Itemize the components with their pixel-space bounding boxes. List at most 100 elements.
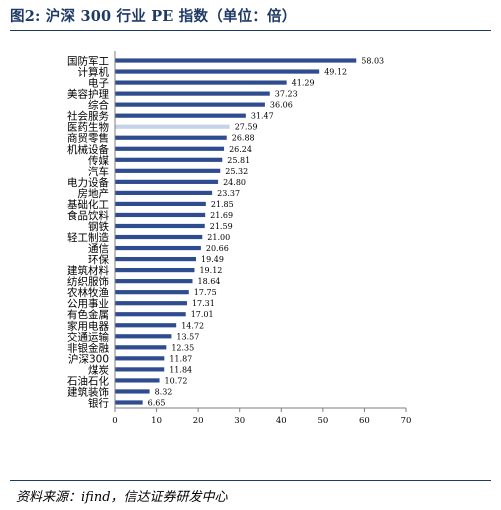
bar [115,135,227,140]
title-rule [10,30,491,31]
category-label: 建筑装饰 [67,385,109,398]
bar [115,389,150,394]
x-tick-label: 10 [151,416,162,426]
category-label: 石油石化 [67,374,109,387]
bar [115,245,201,251]
value-label: 49.12 [324,68,347,77]
bar [115,400,143,405]
x-tick-label: 30 [234,416,245,426]
bar [115,345,167,350]
value-label: 26.24 [229,145,252,154]
x-tick-label: 50 [317,416,328,426]
bar [115,168,221,173]
bar [115,356,165,361]
value-label: 20.66 [206,244,229,253]
bar [115,113,246,118]
bar [115,80,287,85]
value-label: 18.64 [197,277,220,286]
category-label: 医药生物 [67,121,109,134]
bar [115,334,172,339]
bar [115,124,230,129]
category-label: 交通运输 [67,330,109,343]
value-label: 17.31 [192,299,215,308]
value-label: 21.69 [210,211,233,220]
value-label: 37.23 [275,90,298,99]
category-label: 商贸零售 [67,132,109,145]
category-label: 环保 [88,253,109,266]
bar-chart: 国防军工 58.03 计算机 49.12 电子 41.29 美容护理 37.23 综合 36.06… [67,51,412,426]
category-label: 电力设备 [67,176,109,189]
value-label: 17.01 [191,310,214,319]
x-tick-label: 40 [276,416,287,426]
bar [115,323,177,328]
value-label: 6.65 [148,398,166,407]
value-label: 19.49 [201,255,224,264]
bar [115,290,189,295]
source-rule [10,480,491,481]
bar [115,279,193,284]
bar [115,256,197,262]
value-label: 8.32 [155,387,173,396]
category-label: 国防军工 [67,55,109,68]
bar [115,268,195,273]
bar [115,301,187,306]
category-label: 钢铁 [88,220,109,233]
bar [115,212,206,218]
value-label: 25.32 [225,167,248,176]
value-label: 36.06 [270,101,293,110]
category-label: 社会服务 [67,110,109,123]
category-label: 有色金属 [67,308,109,321]
bar [115,146,225,151]
x-tick-label: 70 [401,416,412,426]
category-label: 通信 [88,243,109,255]
category-label: 综合 [88,99,109,112]
category-label: 美容护理 [67,88,109,101]
category-label: 煤炭 [88,363,109,376]
value-label: 21.59 [210,222,233,231]
category-label: 建筑材料 [67,264,109,277]
bar [115,179,219,184]
category-label: 计算机 [78,66,110,79]
category-label: 电子 [88,77,109,90]
value-label: 23.37 [217,189,240,198]
value-label: 19.12 [199,266,222,275]
bar [115,58,357,63]
value-label: 13.57 [176,332,199,341]
value-label: 10.72 [165,376,188,385]
bar [115,91,270,96]
value-label: 11.84 [169,365,192,374]
source-note: 资料来源：ifind，信达证券研发中心 [16,490,228,505]
value-label: 31.47 [251,112,274,121]
category-label: 食品饮料 [67,209,109,222]
bar [115,102,265,107]
bar [115,234,203,240]
category-label: 非银金融 [67,341,109,354]
category-label: 家用电器 [67,319,109,332]
category-label: 纺织服饰 [67,275,109,288]
value-label: 25.81 [227,156,250,165]
category-label: 沪深300 [68,352,109,365]
bar [115,223,205,229]
bar [115,367,165,372]
category-label: 传媒 [88,154,109,167]
category-label: 房地产 [78,187,110,200]
category-label: 机械设备 [67,143,109,156]
value-label: 58.03 [361,57,384,66]
value-label: 24.80 [223,178,246,187]
value-label: 17.75 [194,288,217,297]
value-label: 26.88 [232,134,255,143]
bar [115,201,206,207]
category-label: 基础化工 [67,198,109,211]
value-label: 21.00 [207,233,230,242]
value-label: 14.72 [181,321,204,330]
category-label: 轻工制造 [67,231,109,244]
value-label: 41.29 [292,79,315,88]
category-label: 农林牧渔 [67,286,109,299]
bar [115,378,160,383]
bar [115,190,213,195]
category-label: 公用事业 [67,297,109,310]
x-tick-label: 60 [359,416,370,426]
figure-title: 图2: 沪深 300 行业 PE 指数（单位：倍） [10,8,297,25]
bar [115,69,320,74]
bar [115,157,223,162]
